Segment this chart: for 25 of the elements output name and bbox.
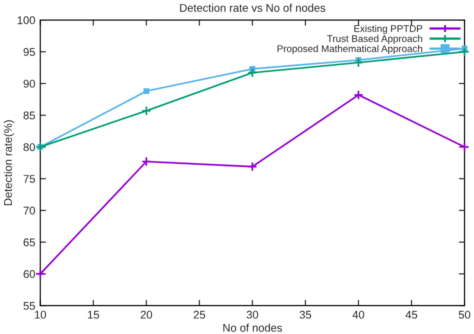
y-axis-title: Detection rate(%) [4, 120, 14, 206]
y-tick-label: 90 [24, 80, 35, 88]
x-tick-label: 30 [246, 310, 258, 319]
y-tick-label: 85 [24, 111, 35, 120]
x-tick-label: 35 [300, 310, 312, 319]
y-tick-label: 60 [24, 270, 35, 278]
y-tick-label: 75 [24, 175, 35, 183]
x-tick-label: 45 [406, 310, 418, 319]
x-tick-label: 25 [194, 310, 206, 319]
x-tick-label: 40 [352, 310, 364, 319]
chart-title: Detection rate vs No of nodes [180, 4, 326, 12]
y-tick-label: 65 [24, 238, 35, 246]
x-tick-label: 10 [34, 310, 46, 319]
x-axis-title: No of nodes [223, 324, 282, 332]
y-tick-label: 95 [24, 48, 35, 56]
legend-label: Trust Based Approach [327, 34, 422, 44]
y-tick-label: 100 [18, 16, 35, 24]
legend-label: Existing PPTDP [354, 24, 422, 34]
y-tick-label: 70 [24, 206, 35, 215]
y-tick-label: 80 [24, 143, 35, 152]
x-tick-label: 20 [140, 310, 152, 319]
x-tick-label: 15 [88, 310, 100, 319]
x-tick-label: 50 [458, 310, 470, 319]
legend-label: Proposed Mathematical Approach [278, 44, 422, 54]
y-tick-label: 55 [24, 302, 35, 310]
